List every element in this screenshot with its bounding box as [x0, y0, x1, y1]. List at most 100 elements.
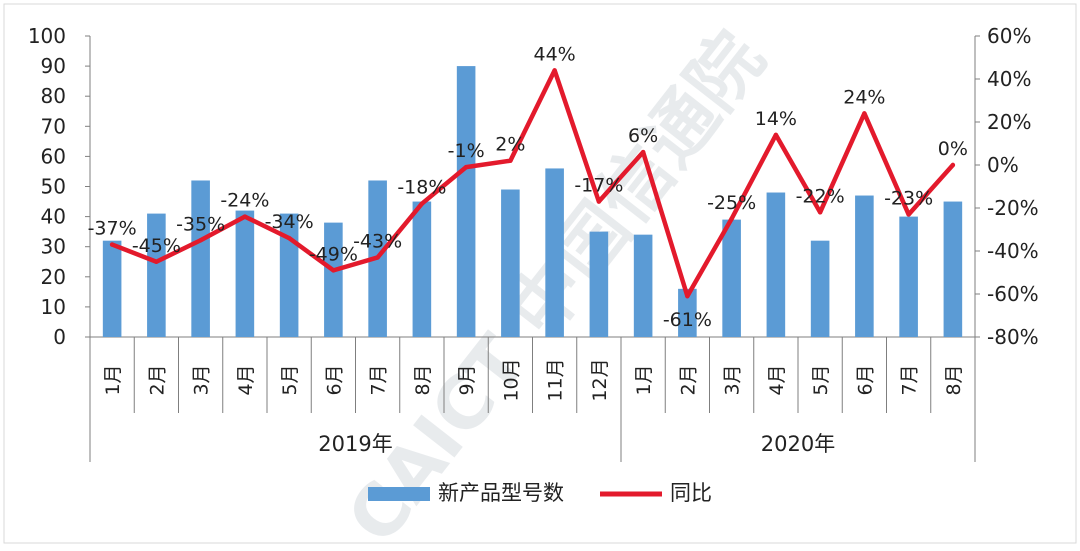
category-label: 3月 [722, 364, 744, 395]
right-tick-label: -20% [987, 196, 1039, 220]
bar [810, 240, 830, 337]
data-label: 44% [534, 43, 576, 65]
bar [589, 231, 609, 337]
left-tick-label: 40 [41, 205, 66, 229]
data-label: -49% [309, 243, 358, 265]
data-label: -61% [663, 309, 712, 331]
line-point [198, 238, 203, 243]
data-label: -35% [176, 213, 225, 235]
line-point [463, 164, 469, 170]
line-point [375, 255, 380, 260]
bar [855, 195, 874, 337]
bar [102, 240, 122, 337]
line-point [552, 68, 557, 73]
category-label: 2月 [146, 364, 168, 395]
yoy-line [109, 68, 956, 299]
data-label: -17% [574, 175, 623, 197]
bar [899, 216, 918, 337]
data-label: -43% [353, 230, 402, 252]
line-point [596, 199, 602, 204]
bar [678, 288, 697, 337]
data-label: -23% [884, 187, 933, 209]
data-label: -37% [88, 218, 137, 240]
line-point [508, 158, 513, 163]
bar [235, 210, 255, 337]
category-label: 1月 [633, 364, 655, 395]
left-tick-label: 100 [28, 24, 66, 48]
line-point [331, 268, 336, 273]
category-label: 2月 [677, 364, 699, 395]
category-label: 5月 [279, 364, 301, 395]
line-point [419, 201, 425, 206]
left-tick-label: 0 [53, 325, 66, 349]
line-point [862, 111, 867, 116]
right-tick-label: 60% [987, 24, 1031, 48]
category-label: 9月 [456, 364, 478, 395]
left-tick-label: 10 [41, 295, 66, 319]
bar [722, 219, 741, 337]
left-tick-label: 90 [41, 54, 66, 78]
line-point [950, 162, 956, 168]
bar [633, 234, 653, 337]
line-point [817, 210, 823, 215]
line-point [773, 132, 779, 138]
chart-border [3, 3, 1077, 544]
bar-series [102, 66, 963, 337]
category-label: 11月 [545, 358, 567, 401]
right-tick-label: -80% [987, 325, 1039, 349]
data-label: 14% [755, 108, 797, 130]
left-tick-label: 50 [41, 175, 66, 199]
data-label: -45% [132, 235, 181, 257]
year-label: 2019年 [318, 432, 392, 456]
data-label: -24% [220, 190, 269, 212]
category-label: 8月 [412, 364, 434, 395]
category-label: 8月 [943, 364, 965, 395]
right-tick-label: -40% [987, 239, 1039, 263]
left-tick-label: 70 [41, 114, 66, 138]
data-label: -18% [397, 177, 446, 199]
line-point [729, 216, 734, 221]
data-label: -1% [448, 140, 485, 162]
line-point [242, 214, 248, 219]
left-tick-label: 30 [41, 235, 66, 259]
data-label: 2% [495, 134, 525, 156]
bar [501, 189, 520, 337]
line-point [286, 235, 292, 241]
bar [943, 201, 963, 337]
category-label: 4月 [766, 364, 788, 395]
bar [279, 213, 299, 337]
category-label: 7月 [368, 364, 390, 395]
line-point [906, 212, 911, 217]
category-label: 5月 [810, 364, 832, 395]
data-label: -25% [707, 192, 756, 214]
data-label: -22% [796, 185, 845, 207]
legend-bar-swatch [368, 487, 430, 501]
right-tick-label: 20% [987, 110, 1031, 134]
bar [545, 168, 564, 337]
line-point [109, 242, 115, 247]
bar [147, 213, 166, 337]
right-tick-label: -60% [987, 282, 1039, 306]
left-tick-label: 60 [41, 144, 66, 168]
line-point [154, 259, 159, 264]
legend: 新产品型号数 同比 [368, 481, 712, 505]
year-label: 2020年 [761, 432, 835, 456]
data-label: 0% [938, 138, 968, 160]
category-label: 6月 [323, 364, 345, 395]
x-axis: 1月 2月 3月 4月 5月 6月 7月 8月 9月 10月 11月 12月 1月 2月 3月 4月 5月 6月 7… [89, 337, 976, 462]
category-label: 3月 [191, 364, 213, 395]
bar [191, 180, 210, 337]
data-labels: -37%-45%-35%-24%-34% -49%-43% -18%-1% 2% 44%… [88, 43, 968, 331]
data-label: 6% [628, 125, 658, 147]
bar [766, 192, 786, 337]
category-label: 1月 [102, 364, 124, 395]
right-tick-label: 0% [987, 153, 1019, 177]
line-series [109, 68, 956, 299]
bar [324, 222, 343, 337]
legend-bar-label: 新产品型号数 [438, 481, 564, 505]
left-tick-label: 20 [41, 265, 66, 289]
data-label: 24% [843, 86, 885, 108]
category-label: 12月 [589, 358, 611, 401]
